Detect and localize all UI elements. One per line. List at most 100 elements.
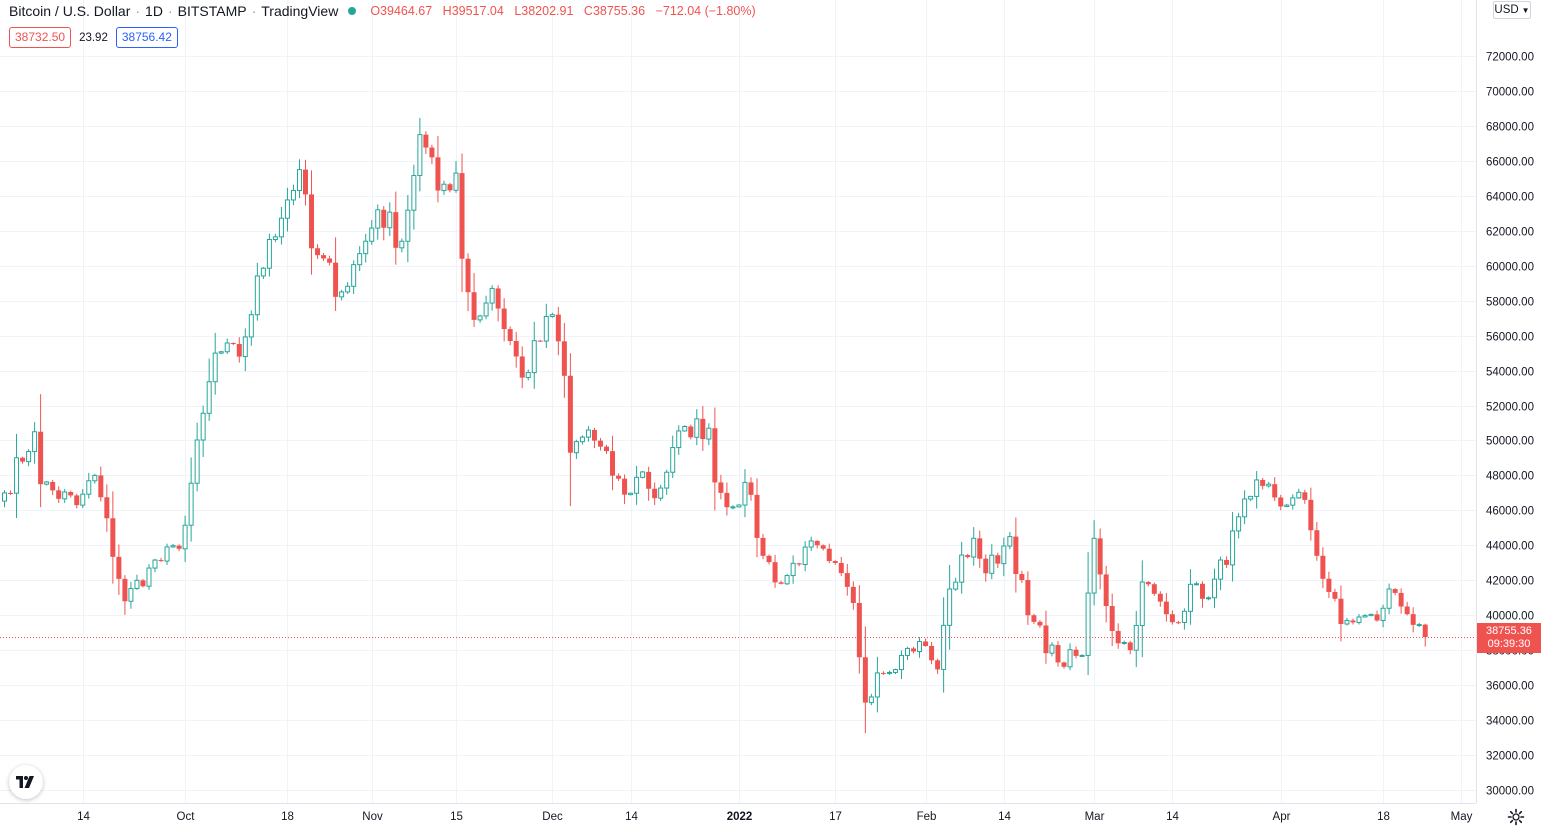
candle: [640, 470, 646, 479]
candle: [1085, 552, 1091, 676]
buy-button[interactable]: 38756.42: [115, 27, 178, 48]
price-tick-label: 40000.00: [1486, 611, 1534, 623]
candle: [995, 552, 1001, 568]
candle: [26, 449, 32, 467]
symbol-name[interactable]: Bitcoin / U.S. Dollar: [9, 3, 131, 19]
candle: [411, 164, 417, 230]
candle: [170, 543, 176, 548]
currency-selector[interactable]: USD ▼: [1493, 1, 1531, 19]
candle: [1242, 490, 1248, 525]
candle: [700, 406, 706, 451]
candle: [676, 425, 682, 455]
candle: [898, 650, 904, 680]
candle: [622, 474, 628, 504]
interval-label[interactable]: 1D: [145, 3, 163, 19]
candle: [1344, 617, 1350, 626]
candle: [537, 339, 543, 342]
candle: [1320, 547, 1326, 589]
candle: [188, 457, 194, 542]
candle: [1218, 556, 1224, 591]
candle: [1254, 471, 1260, 509]
time-tick-label: 14: [1166, 811, 1179, 823]
candle: [1308, 487, 1314, 541]
candle: [531, 321, 537, 389]
candle: [585, 426, 591, 442]
candle: [1055, 641, 1061, 667]
candle: [236, 337, 242, 363]
time-tick-label: 2022: [727, 811, 753, 823]
candle: [447, 182, 453, 193]
candle: [1031, 613, 1037, 625]
candle: [844, 563, 850, 596]
ohlc-values: O39464.67 H39517.04 L38202.91 C38755.36 …: [370, 4, 756, 18]
candle: [1290, 494, 1296, 510]
candle: [886, 670, 892, 675]
candle: [176, 544, 182, 552]
candle: [206, 358, 212, 421]
candle: [441, 180, 447, 195]
candle: [1073, 646, 1079, 659]
time-axis[interactable]: 14 Oct 18 Nov 15 Dec 14 2022 17 Feb 14 Mar 14 Apr 18 Ma…: [77, 811, 1473, 823]
symbol-legend[interactable]: Bitcoin / U.S. Dollar · 1D · BITSTAMP · …: [9, 2, 763, 20]
candle: [525, 369, 531, 381]
price-axis[interactable]: 30000.0032000.0034000.0036000.0038000.00…: [1486, 52, 1534, 798]
candle: [610, 435, 616, 491]
candle: [254, 262, 260, 321]
candle: [1037, 619, 1043, 628]
candle: [1169, 610, 1175, 625]
candle: [1145, 581, 1151, 587]
candle: [989, 544, 995, 580]
price-tick-label: 34000.00: [1486, 716, 1534, 728]
candle: [778, 580, 784, 585]
candle: [616, 473, 622, 481]
candle: [1163, 592, 1169, 622]
candle: [483, 295, 489, 320]
candle: [200, 405, 206, 457]
candle: [748, 477, 754, 501]
candle: [1338, 585, 1344, 642]
candle: [730, 505, 736, 510]
candle: [453, 160, 459, 193]
candle: [218, 350, 224, 355]
candle: [892, 668, 898, 675]
price-tick-label: 70000.00: [1486, 87, 1534, 99]
candle: [1266, 481, 1272, 488]
candle: [92, 473, 98, 484]
price-tick-label: 66000.00: [1486, 157, 1534, 169]
candle: [808, 536, 814, 551]
time-tick-label: Mar: [1085, 811, 1105, 823]
candle: [20, 456, 26, 464]
candle: [375, 204, 381, 240]
candle: [1097, 528, 1103, 590]
candle: [495, 285, 501, 322]
last-price-value: 38755.36: [1486, 625, 1532, 637]
candle: [50, 479, 56, 495]
candle: [381, 205, 387, 241]
candle: [977, 530, 983, 568]
chevron-down-icon: ▼: [1521, 5, 1530, 15]
high-value: 39517.04: [451, 4, 504, 18]
candle: [339, 289, 345, 301]
candle: [1368, 613, 1374, 617]
candle: [104, 484, 110, 532]
price-tick-label: 72000.00: [1486, 52, 1534, 64]
candle: [917, 637, 923, 658]
candle: [363, 233, 369, 263]
candle: [417, 117, 423, 192]
candle: [74, 493, 80, 509]
price-tick-label: 64000.00: [1486, 192, 1534, 204]
tradingview-logo-icon[interactable]: [9, 765, 43, 799]
candle: [1326, 571, 1332, 598]
candle: [212, 332, 218, 395]
candle: [911, 646, 917, 654]
candle: [194, 422, 200, 492]
candle: [507, 326, 513, 346]
candle: [1181, 608, 1187, 630]
sell-button[interactable]: 38732.50: [9, 27, 72, 48]
currency-label: USD: [1494, 4, 1519, 16]
candle: [1374, 610, 1380, 622]
candle: [1356, 614, 1362, 625]
gear-icon[interactable]: [1506, 807, 1526, 827]
candle: [1404, 601, 1410, 616]
